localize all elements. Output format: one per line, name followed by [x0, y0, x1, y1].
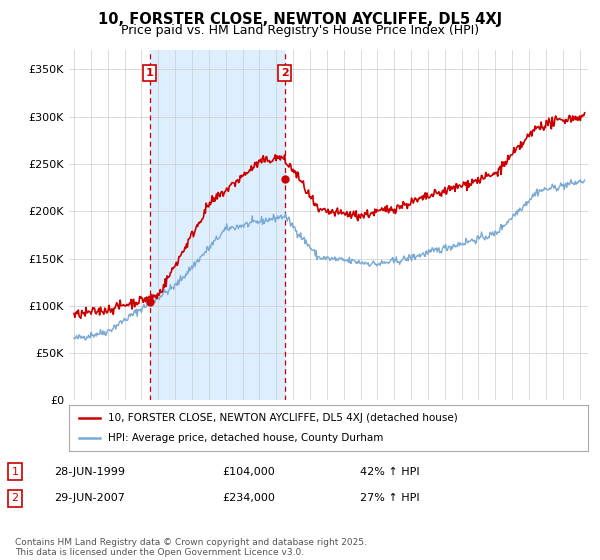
Text: 28-JUN-1999: 28-JUN-1999 — [54, 466, 125, 477]
Text: 10, FORSTER CLOSE, NEWTON AYCLIFFE, DL5 4XJ (detached house): 10, FORSTER CLOSE, NEWTON AYCLIFFE, DL5 … — [108, 413, 458, 423]
Text: 29-JUN-2007: 29-JUN-2007 — [54, 493, 125, 503]
Text: £104,000: £104,000 — [222, 466, 275, 477]
Text: 1: 1 — [11, 466, 19, 477]
Text: 42% ↑ HPI: 42% ↑ HPI — [360, 466, 419, 477]
Text: Price paid vs. HM Land Registry's House Price Index (HPI): Price paid vs. HM Land Registry's House … — [121, 24, 479, 36]
Text: 2: 2 — [11, 493, 19, 503]
Text: £234,000: £234,000 — [222, 493, 275, 503]
Text: Contains HM Land Registry data © Crown copyright and database right 2025.
This d: Contains HM Land Registry data © Crown c… — [15, 538, 367, 557]
Text: 1: 1 — [146, 68, 154, 78]
Text: 10, FORSTER CLOSE, NEWTON AYCLIFFE, DL5 4XJ: 10, FORSTER CLOSE, NEWTON AYCLIFFE, DL5 … — [98, 12, 502, 27]
Text: HPI: Average price, detached house, County Durham: HPI: Average price, detached house, Coun… — [108, 433, 383, 443]
Text: 27% ↑ HPI: 27% ↑ HPI — [360, 493, 419, 503]
Text: 2: 2 — [281, 68, 289, 78]
Bar — [150, 50, 284, 400]
